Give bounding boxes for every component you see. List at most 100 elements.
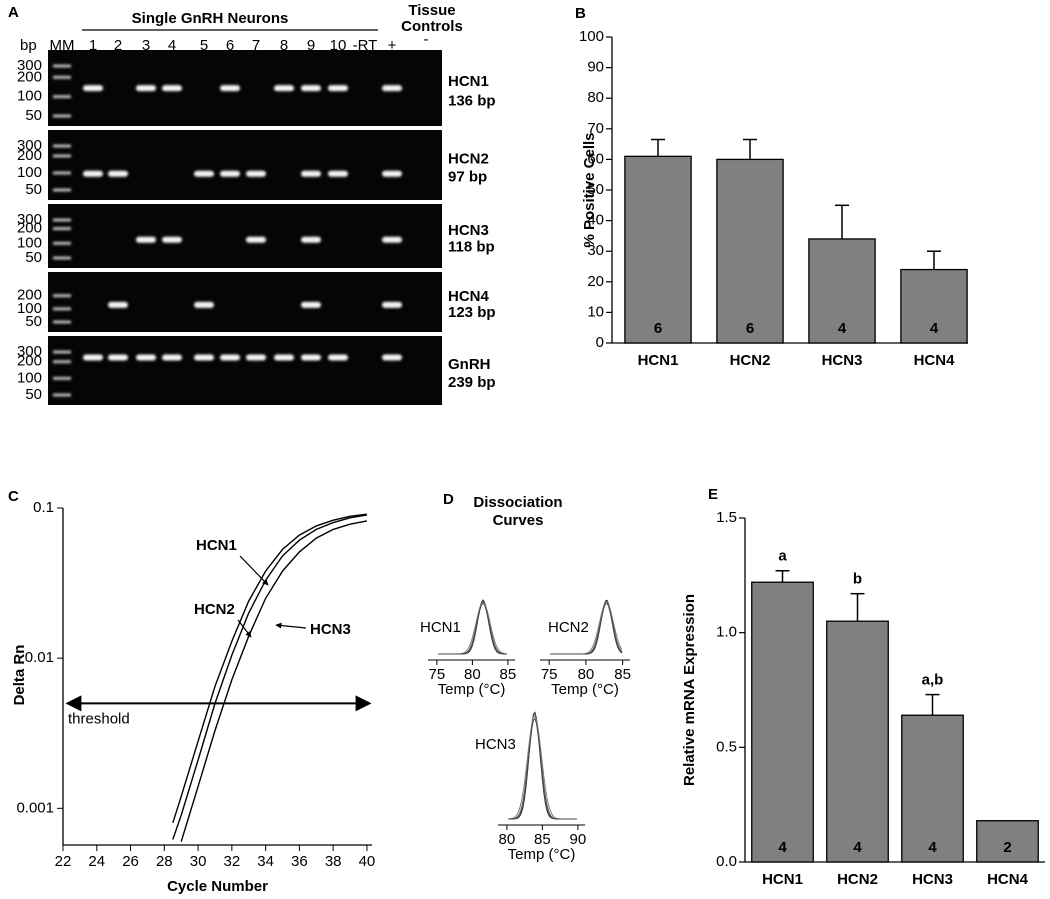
marker-size-label: 50: [25, 181, 42, 198]
y-tick-label: 60: [587, 150, 604, 167]
x-tick-label: 85: [614, 666, 631, 683]
x-axis-label: Temp (°C): [551, 681, 619, 698]
series-label: HCN3: [310, 621, 351, 638]
bar: [751, 581, 814, 863]
ladder-band: [53, 154, 71, 158]
x-tick-label: 32: [224, 853, 241, 870]
y-tick-label: 0.0: [716, 853, 737, 870]
y-tick-label: 50: [587, 181, 604, 198]
lane-label: 8: [280, 37, 288, 54]
amplicon-size: 118 bp: [448, 238, 495, 255]
lane-label: 4: [168, 37, 176, 54]
ladder-band: [53, 256, 71, 260]
x-tick-label: HCN1: [638, 352, 679, 369]
marker-size-label: 300: [17, 343, 42, 360]
gel-band: [301, 85, 321, 92]
gel-band: [274, 354, 294, 361]
ladder-band: [53, 75, 71, 79]
gel-band: [382, 85, 402, 92]
x-tick-label: HCN4: [914, 352, 955, 369]
y-axis-label: Relative mRNA Expression: [681, 594, 698, 786]
bar: [976, 820, 1039, 863]
gel-band: [194, 301, 214, 308]
size-unit: bp: [20, 37, 37, 54]
ladder-band: [53, 360, 71, 364]
annotation-arrow: [237, 619, 252, 638]
y-tick-label: 0: [596, 334, 604, 351]
amplicon-size: 239 bp: [448, 374, 496, 391]
panel-label: E: [708, 486, 718, 503]
amplification-curve: [172, 514, 368, 840]
n-label: 4: [838, 320, 847, 337]
marker-size-label: 100: [17, 234, 42, 251]
gel-band: [108, 301, 128, 308]
ladder-band: [53, 95, 71, 99]
gel-band: [328, 85, 348, 92]
marker-size-label: 100: [17, 164, 42, 181]
bar: [716, 158, 784, 344]
n-label: 6: [654, 320, 662, 337]
gel-image: [48, 336, 442, 405]
significance-letter: a: [778, 548, 787, 565]
x-tick-label: 36: [291, 853, 308, 870]
lane-label: 7: [252, 37, 260, 54]
gel-band: [301, 354, 321, 361]
panel-label: A: [8, 4, 19, 21]
marker-size-label: 100: [17, 300, 42, 317]
lane-label: 3: [142, 37, 150, 54]
y-tick-label: 40: [587, 212, 604, 229]
amplicon-size: 123 bp: [448, 304, 496, 321]
marker-size-label: 50: [25, 249, 42, 266]
x-tick-label: HCN3: [822, 352, 863, 369]
gel-band: [136, 236, 156, 243]
gel-band: [83, 85, 103, 92]
x-tick-label: 34: [257, 853, 274, 870]
y-tick-label: 20: [587, 273, 604, 290]
x-tick-label: HCN4: [987, 871, 1028, 888]
n-label: 6: [746, 320, 754, 337]
significance-letter: a,b: [922, 672, 944, 689]
gel-band: [162, 236, 182, 243]
curve-label: HCN3: [475, 736, 516, 753]
curve-label: HCN1: [420, 619, 461, 636]
y-tick-label: 10: [587, 303, 604, 320]
x-tick-label: 90: [570, 831, 587, 848]
x-tick-label: 75: [541, 666, 558, 683]
x-tick-label: 40: [359, 853, 376, 870]
gel-band: [246, 170, 266, 177]
x-tick-label: 38: [325, 853, 342, 870]
ladder-band: [53, 294, 71, 298]
marker-size-label: 100: [17, 88, 42, 105]
gel-band: [382, 301, 402, 308]
bar: [826, 620, 889, 863]
amplicon-size: 136 bp: [448, 93, 496, 110]
gene-label: GnRH: [448, 356, 491, 373]
marker-size-label: 200: [17, 287, 42, 304]
x-tick-label: HCN1: [762, 871, 803, 888]
ladder-band: [53, 64, 71, 68]
x-tick-label: 22: [55, 853, 72, 870]
gel-image: [48, 272, 442, 332]
gel-band: [162, 85, 182, 92]
y-tick-label: 0.1: [33, 499, 54, 516]
x-tick-label: 80: [464, 666, 481, 683]
melt-curve: [507, 715, 577, 820]
annotation-arrow: [239, 555, 269, 586]
series-label: HCN1: [196, 537, 237, 554]
gel-band: [194, 354, 214, 361]
threshold-label: threshold: [68, 710, 130, 727]
gel-group-title: Single GnRH Neurons: [132, 10, 289, 27]
gel-band: [328, 170, 348, 177]
ladder-band: [53, 171, 71, 175]
gel-band: [382, 236, 402, 243]
ladder-band: [53, 218, 71, 222]
y-tick-label: 80: [587, 89, 604, 106]
gel-band: [220, 354, 240, 361]
gene-label: HCN3: [448, 222, 489, 239]
gel-band: [83, 354, 103, 361]
gel-band: [136, 85, 156, 92]
gel-band: [301, 301, 321, 308]
x-axis-label: Temp (°C): [508, 846, 576, 863]
x-axis-label: Temp (°C): [438, 681, 506, 698]
y-tick-label: 90: [587, 59, 604, 76]
